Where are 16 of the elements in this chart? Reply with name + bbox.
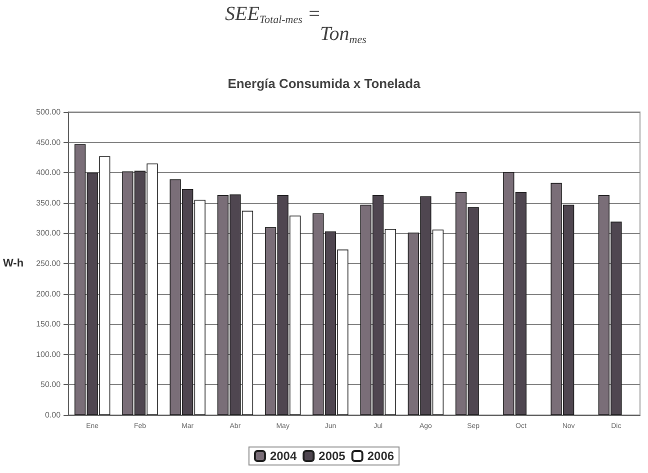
y-tick-label: 250.00 [36,259,62,268]
y-tick-label: 100.00 [36,350,62,359]
y-tick-label: 50.00 [40,380,62,390]
y-tick-label: 300.00 [36,228,62,238]
y-tick-label: 450.00 [36,138,62,147]
legend-label: 2005 [318,449,346,463]
y-tick-label: 350.00 [36,198,62,208]
y-tick-label: 500.00 [36,108,62,116]
legend-label: 2006 [367,449,394,463]
legend-label: 2004 [270,449,297,463]
y-tick-label: 400.00 [36,168,62,178]
y-axis-title: W-h [3,258,24,270]
chart-title: Energía Consumida x Tonelada [228,76,422,91]
y-tick-label: 200.00 [36,289,62,298]
y-tick-label: 150.00 [36,320,62,329]
y-tick-label: 0.00 [44,410,62,420]
